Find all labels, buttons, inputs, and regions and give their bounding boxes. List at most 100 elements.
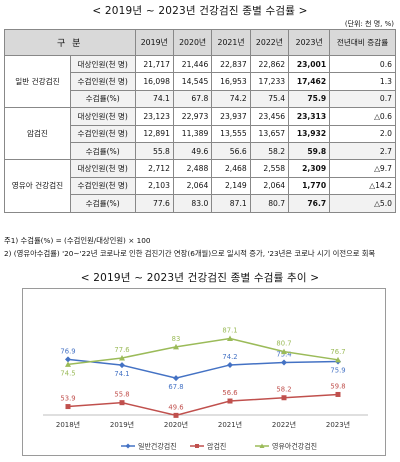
cell-value: 2,064 — [249, 176, 290, 196]
legend-marker — [195, 444, 199, 448]
cell-value: 2,149 — [211, 176, 251, 196]
row-label: 수검인원(천 명) — [69, 72, 136, 91]
cell-value: 2,103 — [134, 176, 174, 196]
cell-value: 59.8 — [288, 141, 331, 161]
cell-value: 21,446 — [172, 54, 213, 74]
cell-value: 76.7 — [288, 194, 331, 213]
series-line — [67, 358, 339, 379]
cell-value: 49.6 — [172, 141, 213, 161]
x-tick-label: 2022년 — [272, 420, 296, 429]
cell-value: 23,123 — [134, 107, 174, 126]
legend-label: 암검진 — [207, 442, 226, 451]
cell-value: 16,098 — [134, 72, 174, 91]
row-label: 대상인원(천 명) — [69, 107, 136, 126]
cell-value: 21,717 — [134, 54, 174, 74]
cell-change: 2.0 — [329, 124, 396, 143]
legend-label: 영유아건강검진 — [272, 442, 317, 451]
data-label: 80.7 — [276, 340, 291, 348]
data-label: 76.9 — [60, 347, 75, 355]
cell-value: 11,389 — [172, 124, 213, 143]
cell-change: 1.3 — [329, 72, 396, 91]
data-point — [65, 361, 71, 367]
chart-svg: 2018년 2019년 2020년 2021년 2022년 2023년 76.9 74.1 67… — [43, 327, 368, 451]
data-point — [65, 404, 71, 410]
cell-change: △14.2 — [329, 176, 396, 196]
cell-change: 0.7 — [329, 89, 396, 109]
col-header-year: 2022년 — [249, 29, 290, 56]
data-label: 76.7 — [330, 348, 345, 356]
data-point — [173, 343, 179, 350]
cell-value: 22,862 — [249, 54, 290, 74]
col-header-year: 2023년 — [288, 29, 331, 56]
data-label: 74.5 — [60, 369, 75, 377]
unit-label: (단위: 천 명, %) — [344, 20, 394, 28]
data-label: 67.8 — [168, 383, 183, 391]
note-1: 주1) 수검률(%) = (수검인원/대상인원) × 100 — [4, 236, 151, 245]
table-header-row: 구 분 2019년 2020년 2021년 2022년 2023년 전년대비 증… — [4, 29, 396, 56]
cell-value: 13,657 — [249, 124, 290, 143]
cell-value: 22,837 — [211, 54, 251, 74]
x-tick-label: 2019년 — [110, 420, 134, 429]
table-row: 수검률(%) 74.1 67.8 74.2 75.4 75.9 0.7 — [5, 89, 396, 109]
data-label: 77.6 — [114, 346, 129, 354]
cell-value: 58.2 — [249, 141, 290, 161]
cell-change: △5.0 — [329, 194, 396, 213]
col-header-change: 전년대비 증감률 — [329, 29, 396, 56]
cell-value: 75.9 — [288, 89, 331, 109]
data-point — [227, 361, 233, 368]
legend-marker — [125, 443, 131, 449]
data-label: 83 — [172, 335, 181, 343]
table-row: 암검진 대상인원(천 명) 23,123 22,973 23,937 23,456 23,3… — [4, 107, 396, 161]
cell-value: 14,545 — [172, 72, 213, 91]
data-point — [335, 391, 341, 397]
table-title: < 2019년 ~ 2023년 건강검진 종별 수검률 > — [92, 5, 308, 17]
legend-label: 일반건강검진 — [138, 442, 177, 451]
data-point — [119, 354, 125, 361]
row-label: 대상인원(천 명) — [69, 54, 136, 74]
cell-value: 2,712 — [134, 159, 174, 178]
data-label: 58.2 — [276, 386, 291, 394]
chart-title: < 2019년 ~ 2023년 건강검진 종별 수검률 추이 > — [80, 272, 320, 284]
data-point — [281, 395, 287, 401]
cell-value: 74.2 — [211, 89, 251, 109]
data-point — [281, 348, 287, 355]
cell-value: 2,309 — [288, 159, 331, 178]
cell-value: 17,233 — [249, 72, 290, 91]
table-row: 수검률(%) 77.6 83.0 87.1 80.7 76.7 △5.0 — [5, 194, 396, 213]
col-header-year: 2020년 — [172, 29, 213, 56]
cell-value: 2,488 — [172, 159, 213, 178]
cell-change: △0.6 — [329, 107, 396, 126]
row-label: 대상인원(천 명) — [69, 159, 136, 178]
x-tick-label: 2018년 — [56, 420, 80, 429]
data-label: 49.6 — [168, 403, 183, 411]
line-chart: 2018년 2019년 2020년 2021년 2022년 2023년 76.9 74.1 67… — [22, 288, 386, 456]
row-label: 수검률(%) — [69, 141, 136, 161]
cell-value: 87.1 — [211, 194, 251, 213]
data-label: 56.6 — [222, 389, 237, 397]
cell-value: 83.0 — [172, 194, 213, 213]
row-label: 수검인원(천 명) — [69, 176, 136, 196]
data-point — [173, 412, 179, 418]
cell-value: 74.1 — [134, 89, 174, 109]
data-point — [119, 362, 125, 369]
group-label: 암검진 — [4, 107, 71, 161]
cell-value: 23,456 — [249, 107, 290, 126]
data-label: 75.9 — [330, 366, 345, 374]
data-point — [227, 335, 233, 341]
data-point — [227, 398, 233, 404]
group-label: 일반 건강검진 — [4, 54, 71, 109]
table-row: 영유아 건강검진 대상인원(천 명) 2,712 2,488 2,468 2,558 2,3… — [4, 159, 396, 213]
cell-value: 77.6 — [134, 194, 174, 213]
cell-value: 55.8 — [134, 141, 174, 161]
col-group-header: 구 분 — [4, 29, 136, 56]
cell-change: △9.7 — [329, 159, 396, 178]
cell-value: 2,558 — [249, 159, 290, 178]
stats-table: 구 분 2019년 2020년 2021년 2022년 2023년 전년대비 증… — [4, 29, 396, 213]
data-point — [335, 356, 341, 363]
cell-value: 13,932 — [288, 124, 331, 143]
col-header-year: 2019년 — [134, 29, 174, 56]
row-label: 수검률(%) — [69, 89, 136, 109]
data-label: 74.1 — [114, 370, 129, 378]
cell-value: 2,468 — [211, 159, 251, 178]
cell-value: 23,937 — [211, 107, 251, 126]
